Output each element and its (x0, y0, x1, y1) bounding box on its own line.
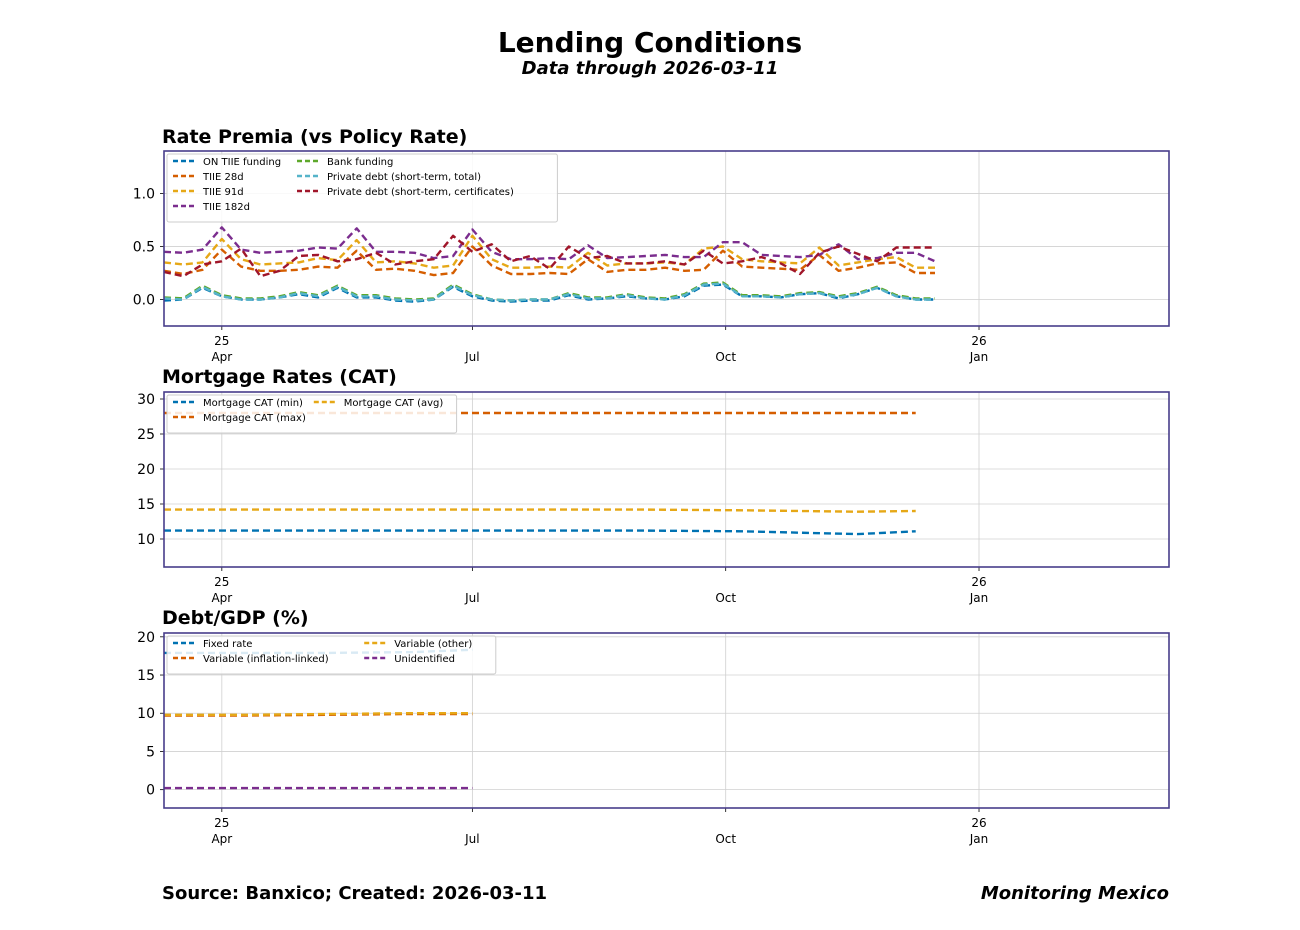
legend-label: ON TIIE funding (203, 157, 281, 168)
legend-label: Mortgage CAT (max) (203, 413, 306, 424)
x-tick-label: 25 (214, 816, 229, 830)
legend: Fixed rate Variable (inflation-linked) Var… (166, 635, 497, 675)
x-tick-label: Oct (715, 832, 736, 846)
y-tick-label: 15 (137, 497, 155, 513)
legend-label: Variable (inflation-linked) (203, 654, 329, 665)
legend-label: Bank funding (327, 157, 393, 168)
legend-label: TIIE 91d (202, 187, 244, 198)
y-tick-label: 5 (146, 744, 155, 760)
legend-label: Private debt (short-term, total) (327, 172, 481, 183)
y-tick-label: 0 (146, 783, 155, 799)
x-tick-label: Jul (464, 350, 479, 364)
series-line (163, 234, 935, 269)
series-line (164, 529, 916, 536)
page-title: Lending Conditions (497, 26, 803, 59)
legend-label: Private debt (short-term, certificates) (327, 187, 514, 198)
legend: ON TIIE funding TIIE 28d TIIE 91d TIIE 182d… (166, 153, 558, 223)
plot-frame (163, 391, 1170, 568)
x-tick-label: Jan (969, 350, 989, 364)
legend-box (166, 635, 497, 675)
x-tick-label: 25 (214, 575, 229, 589)
x-tick-label: Jan (969, 832, 989, 846)
plot-frame (163, 150, 1170, 327)
series-line (163, 245, 935, 277)
chart-panel-1: Rate Premia (vs Policy Rate) 25 Apr Jul Oct 2… (133, 126, 1170, 364)
x-tick-label: Oct (715, 591, 736, 605)
chart-title: Mortgage Rates (CAT) (162, 366, 397, 388)
legend-label: Mortgage CAT (min) (203, 398, 303, 409)
y-tick-label: 10 (137, 706, 155, 722)
x-tick-label: 26 (971, 334, 986, 348)
legend-box (166, 394, 458, 434)
plot-frame (163, 632, 1170, 809)
series-line (163, 282, 935, 302)
y-tick-label: 1.0 (133, 186, 155, 202)
legend-label: Variable (other) (394, 639, 472, 650)
chart-title: Rate Premia (vs Policy Rate) (162, 126, 467, 148)
x-tick-label: Apr (211, 591, 232, 605)
y-tick-label: 0.0 (133, 292, 155, 308)
x-tick-label: 25 (214, 334, 229, 348)
legend-label: TIIE 28d (202, 172, 244, 183)
x-tick-label: Oct (715, 350, 736, 364)
x-tick-label: Jan (969, 591, 989, 605)
series-line (164, 712, 473, 716)
footer-source: Source: Banxico; Created: 2026-03-11 (162, 883, 548, 904)
series-line (164, 508, 916, 513)
legend: Mortgage CAT (min) Mortgage CAT (max) Mort… (166, 394, 458, 434)
series-line (163, 226, 936, 263)
x-tick-label: Jul (464, 832, 479, 846)
page-subtitle: Data through 2026-03-11 (521, 58, 779, 79)
y-tick-label: 20 (137, 462, 155, 478)
y-tick-label: 20 (137, 630, 155, 646)
legend-label: Mortgage CAT (avg) (344, 398, 444, 409)
chart-title: Debt/GDP (%) (162, 607, 309, 629)
y-tick-label: 25 (137, 427, 155, 443)
y-tick-label: 10 (137, 532, 155, 548)
x-tick-label: Apr (211, 350, 232, 364)
x-tick-label: Jul (464, 591, 479, 605)
legend-box (166, 153, 558, 223)
legend-label: TIIE 182d (202, 202, 250, 213)
y-tick-label: 0.5 (133, 239, 155, 255)
footer-brand: Monitoring Mexico (980, 883, 1169, 904)
x-tick-label: Apr (211, 832, 232, 846)
series-line (163, 234, 935, 278)
x-tick-label: 26 (971, 816, 986, 830)
legend-label: Unidentified (394, 654, 455, 665)
chart-panel-3: Debt/GDP (%) 25 Apr Jul Oct 26 Jan 0 5 10 15 20 Fixe… (137, 607, 1170, 846)
x-tick-label: 26 (971, 575, 986, 589)
y-tick-label: 15 (137, 668, 155, 684)
y-tick-label: 30 (137, 392, 155, 408)
chart-panel-2: Mortgage Rates (CAT) 25 Apr Jul Oct 26 Jan 10 15… (137, 366, 1170, 605)
legend-label: Fixed rate (203, 639, 252, 650)
